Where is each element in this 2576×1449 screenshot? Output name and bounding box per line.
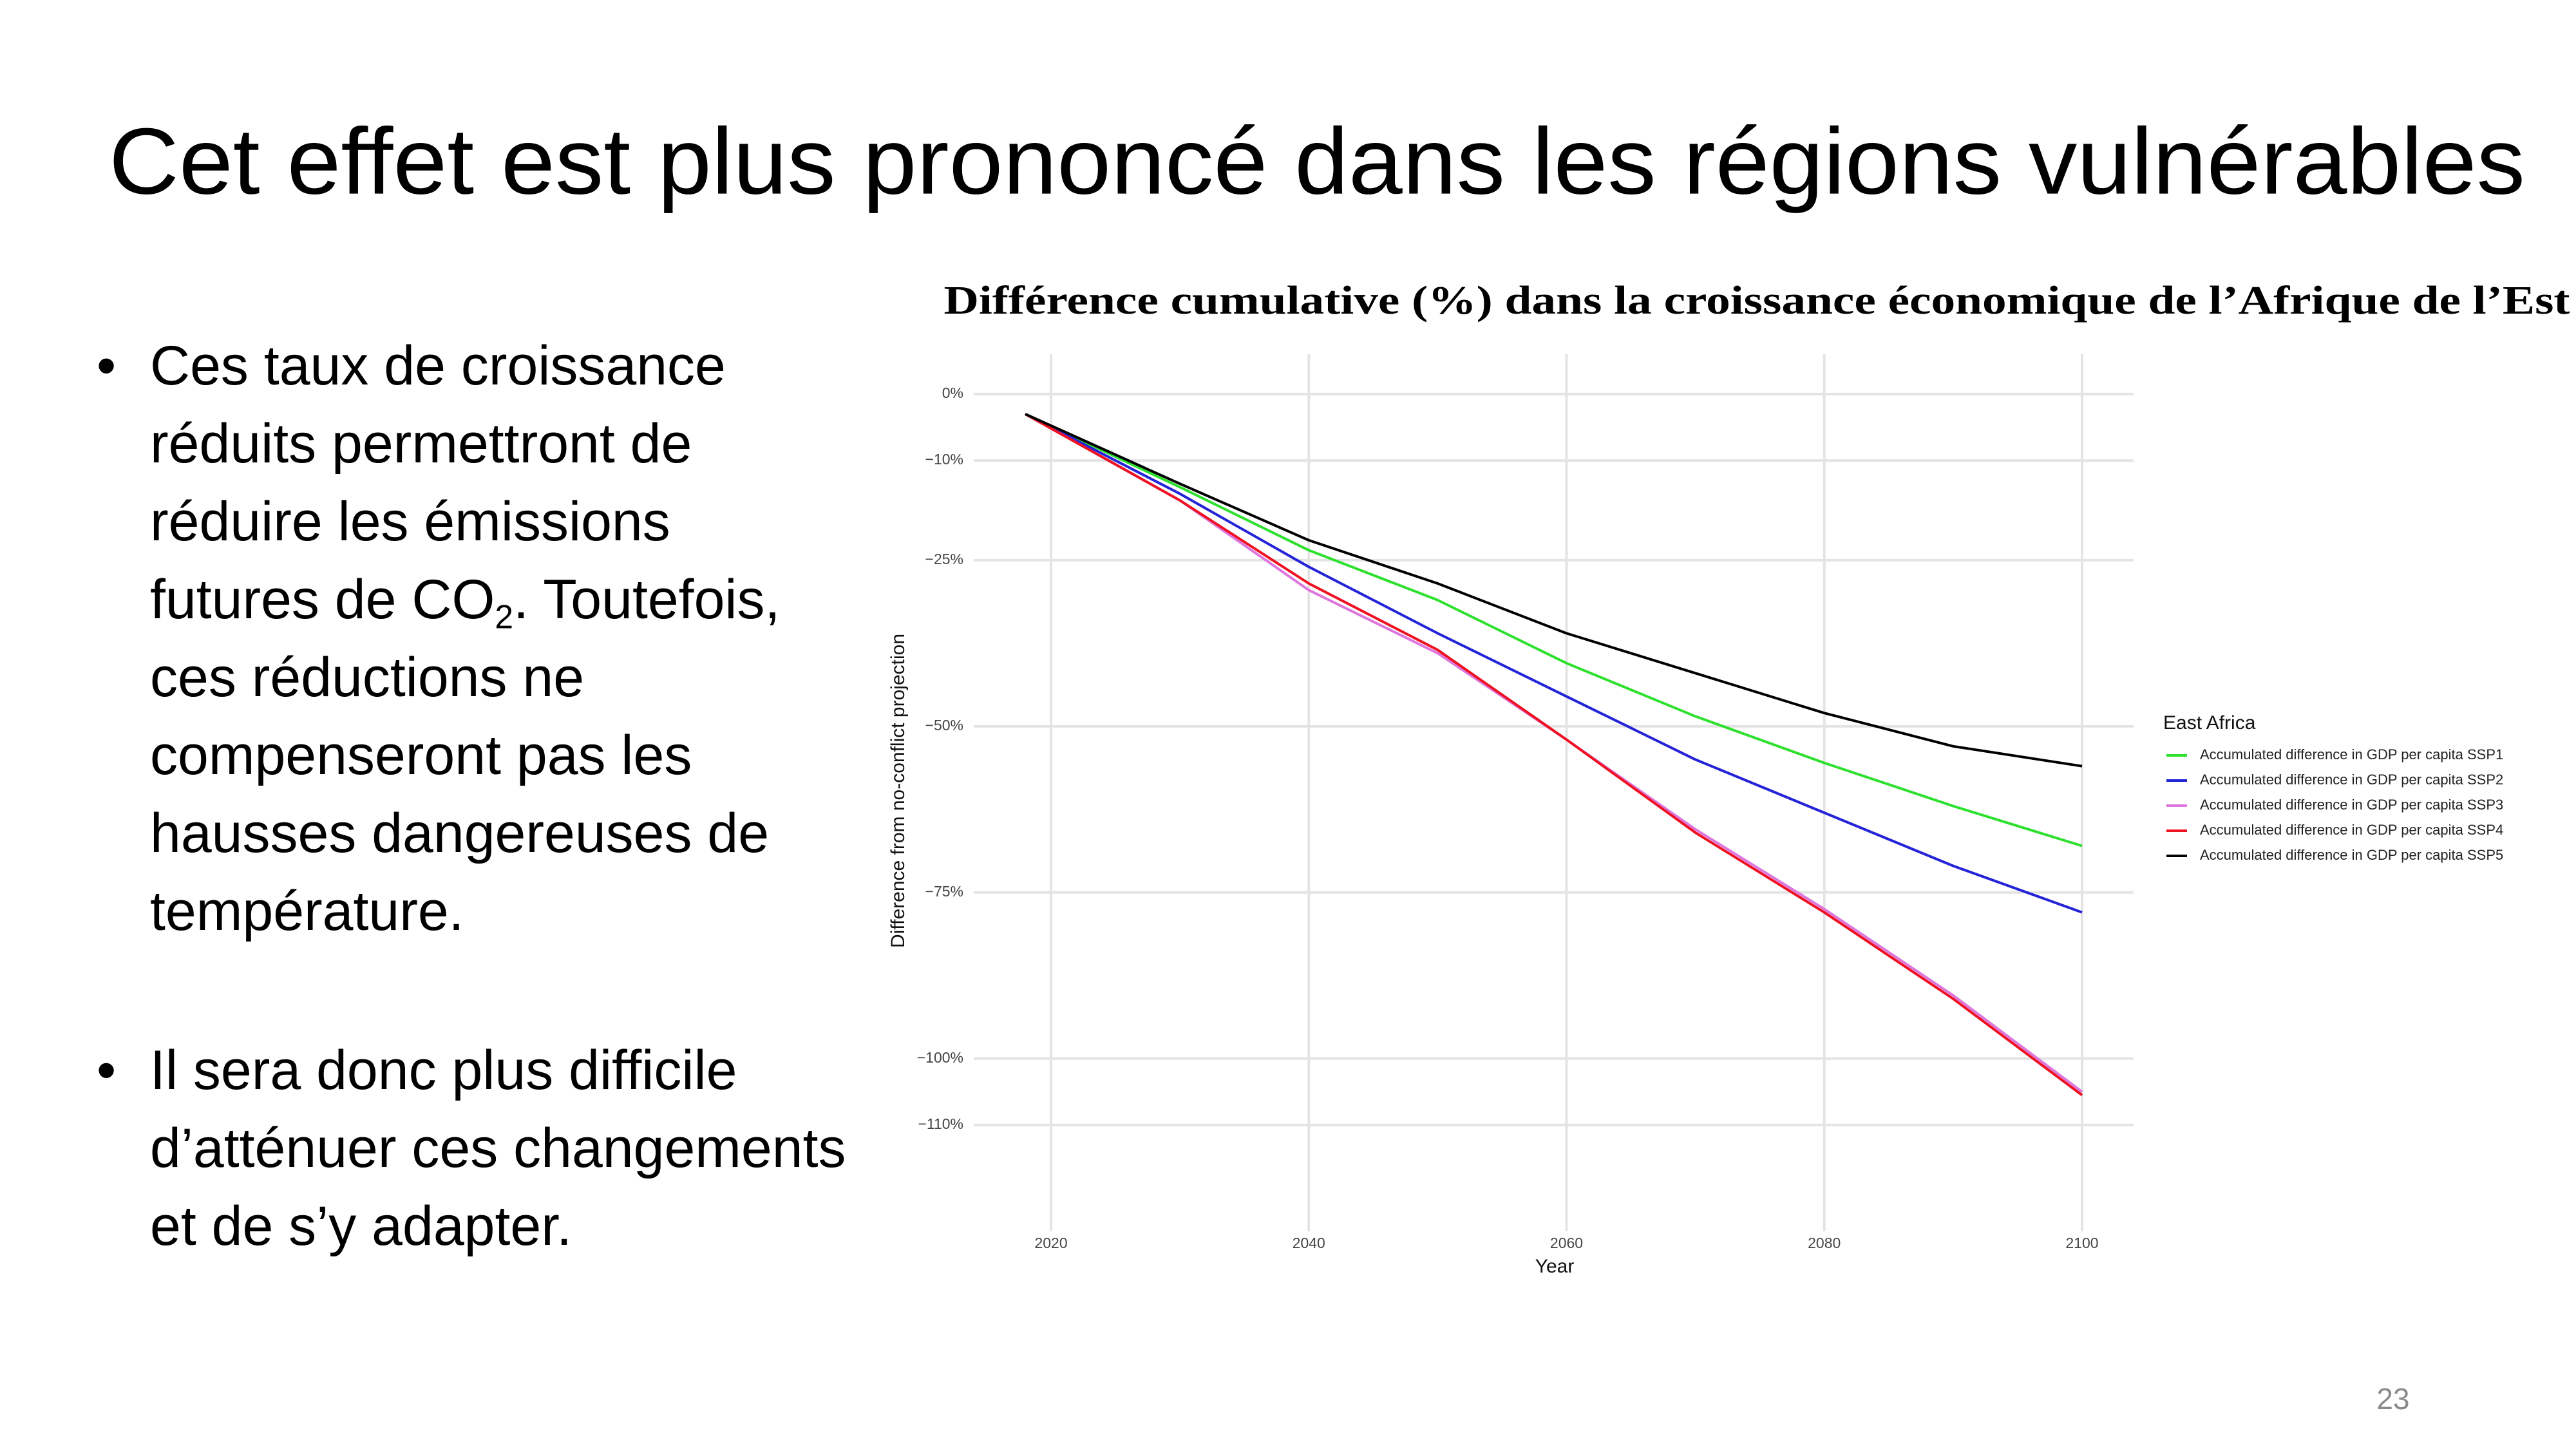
y-tick-label: −75% bbox=[925, 883, 963, 900]
y-tick-label: −10% bbox=[925, 451, 963, 468]
slide-title: Cet effet est plus prononcé dans les rég… bbox=[109, 109, 2525, 214]
y-tick-label: −50% bbox=[925, 717, 963, 734]
chart-title: Différence cumulative (%) dans la croiss… bbox=[944, 279, 2570, 323]
series-line bbox=[1025, 413, 2083, 914]
legend-label: Accumulated difference in GDP per capita… bbox=[2200, 797, 2503, 813]
legend-title: East Africa bbox=[2163, 712, 2256, 734]
legend-label: Accumulated difference in GDP per capita… bbox=[2200, 847, 2503, 863]
y-tick-label: −110% bbox=[918, 1115, 963, 1132]
y-tick-label: −25% bbox=[925, 551, 963, 567]
series-line bbox=[1025, 413, 2083, 1097]
bullet-text: Ces taux de croissance réduits permettro… bbox=[150, 335, 726, 630]
subscript: 2 bbox=[495, 598, 514, 636]
page-number: 23 bbox=[2376, 1382, 2409, 1416]
x-axis-label: Year bbox=[1535, 1256, 1575, 1277]
bullet-text: . Toutefois, ces réductions ne compenser… bbox=[150, 569, 781, 942]
x-tick-label: 2100 bbox=[2065, 1235, 2098, 1251]
legend-label: Accumulated difference in GDP per capita… bbox=[2200, 746, 2503, 762]
x-tick-label: 2060 bbox=[1550, 1235, 1583, 1251]
bullet-list: Ces taux de croissance réduits permettro… bbox=[97, 327, 852, 1265]
bullet-text: Il sera donc plus difficile d’atténuer c… bbox=[150, 1039, 846, 1257]
y-axis-label: Difference from no-conflict projection bbox=[887, 634, 909, 948]
series-line bbox=[1025, 413, 2083, 848]
x-tick-label: 2020 bbox=[1034, 1235, 1067, 1251]
x-tick-label: 2080 bbox=[1808, 1235, 1841, 1251]
series-line bbox=[1025, 413, 2083, 1093]
bullet: Ces taux de croissance réduits permettro… bbox=[97, 327, 852, 951]
y-tick-label: 0% bbox=[942, 384, 963, 401]
legend-label: Accumulated difference in GDP per capita… bbox=[2200, 772, 2503, 788]
legend-label: Accumulated difference in GDP per capita… bbox=[2200, 822, 2503, 838]
series-line bbox=[1025, 413, 2083, 768]
x-tick-label: 2040 bbox=[1293, 1235, 1325, 1251]
bullet: Il sera donc plus difficile d’atténuer c… bbox=[97, 1032, 852, 1265]
y-tick-label: −100% bbox=[917, 1049, 963, 1066]
